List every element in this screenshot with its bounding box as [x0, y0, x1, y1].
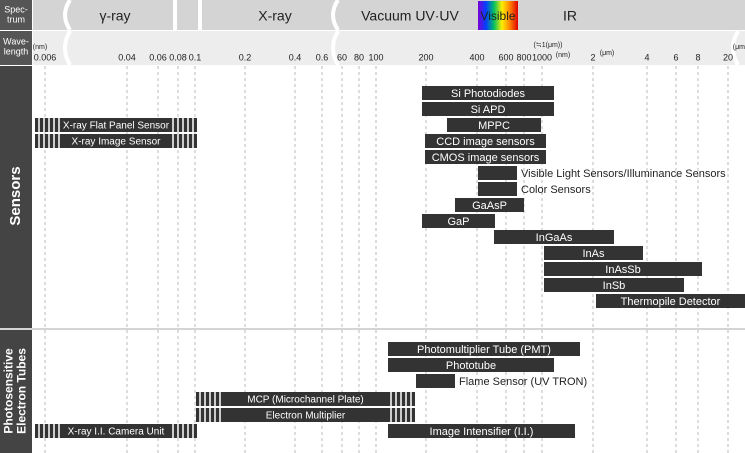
bar-label: Color Sensors	[521, 184, 591, 196]
range-bar	[494, 230, 614, 244]
range-bar	[478, 182, 517, 196]
tick-label: 100	[368, 52, 383, 62]
spectrum-name: Visible	[480, 9, 515, 23]
tick-label: 1000	[532, 52, 552, 62]
tick-label: 20	[723, 52, 733, 62]
range-bar	[544, 246, 643, 260]
spectrum-name: γ-ray	[99, 8, 130, 24]
tick-label: (nm)	[556, 52, 570, 59]
tick-label: (μm)	[733, 44, 745, 51]
bar-label: Electron Multiplier	[266, 411, 346, 422]
row-label: length	[4, 46, 29, 56]
spectrum-name: X-ray	[258, 8, 291, 24]
tick-label: 0.2	[239, 52, 252, 62]
bar-label: GaAsP	[472, 200, 507, 212]
bar-label: InAsSb	[605, 264, 640, 276]
bar-label: Image Intensifier (I.I.)	[430, 426, 534, 438]
range-bar	[388, 342, 580, 356]
range-bar	[596, 294, 745, 308]
tick-label: 4	[644, 52, 649, 62]
range-bar	[422, 102, 554, 116]
bar-label: Flame Sensor (UV TRON)	[459, 376, 587, 388]
row-label: trum	[7, 14, 25, 24]
range-bar	[544, 262, 702, 276]
section-label: Sensors	[7, 166, 24, 225]
tick-label: 0.6	[316, 52, 329, 62]
tick-label: 2	[590, 52, 595, 62]
bar-label: X-ray I.I. Camera Unit	[68, 427, 165, 438]
section-label: Electron Tubes	[15, 348, 29, 434]
tick-label: 800	[516, 52, 531, 62]
range-bar	[35, 424, 197, 438]
range-bar	[478, 166, 517, 180]
section-label-bg	[0, 330, 32, 453]
bar-label: Thermopile Detector	[621, 296, 721, 308]
tick-label: (μm)	[600, 50, 615, 57]
tick-label: 60	[337, 52, 347, 62]
range-bar	[416, 374, 455, 388]
range-bar	[422, 214, 495, 228]
tick-label: 80	[354, 52, 364, 62]
bar-label: MPPC	[478, 120, 510, 132]
range-bar	[447, 118, 541, 132]
bar-label: GaP	[447, 216, 469, 228]
visible-gradient	[478, 1, 518, 30]
content: Spec-trum Wave-length γ-ray X-ray Vacuum UV·…	[2, 4, 745, 453]
tick-label: 400	[469, 52, 484, 62]
row-label-bg	[0, 0, 32, 30]
range-bar	[422, 86, 554, 100]
tick-label: 200	[418, 52, 433, 62]
tick-label: 0.08	[169, 52, 187, 62]
bar-label: Photomultiplier Tube (PMT)	[417, 344, 551, 356]
bar-label: Phototube	[446, 360, 496, 372]
bar-label: InGaAs	[536, 232, 573, 244]
tick-label: 0.1	[189, 52, 202, 62]
tick-label: 0.06	[149, 52, 167, 62]
range-bar	[388, 424, 575, 438]
tick-label: 8	[695, 52, 700, 62]
range-bar	[425, 150, 546, 164]
spectrum-band	[33, 0, 745, 30]
section-label: Photosensitive	[2, 348, 16, 434]
spectrum-name: Vacuum UV·UV	[361, 8, 459, 24]
tick-label: 0.04	[118, 52, 136, 62]
spectrum-name: IR	[563, 8, 577, 24]
row-label-bg	[0, 31, 32, 65]
bar-label: MCP (Microchannel Plate)	[247, 395, 364, 406]
bar-label: InAs	[582, 248, 605, 260]
range-bar	[35, 118, 197, 132]
bar-label: Visible Light Sensors/Illuminance Sensor…	[521, 168, 726, 180]
range-bar	[425, 134, 546, 148]
section-label-bg	[0, 66, 32, 328]
range-bar	[455, 198, 524, 212]
range-bar	[196, 392, 415, 406]
bar-label: CMOS image sensors	[432, 152, 540, 164]
tick-label: (nm)	[33, 44, 47, 51]
tick-label: 600	[498, 52, 513, 62]
row-label: Wave-	[3, 36, 29, 46]
bar-label: X-ray Flat Panel Sensor	[63, 121, 170, 132]
range-bar	[35, 134, 197, 148]
tick-label: 0.4	[289, 52, 302, 62]
tick-label: (≒1(μm))	[534, 42, 563, 49]
bar-label: X-ray Image Sensor	[72, 137, 162, 148]
bar-label: InSb	[603, 280, 626, 292]
tick-label: 0.006	[34, 52, 57, 62]
row-label: Spec-	[4, 4, 28, 14]
bar-label: Si APD	[471, 104, 506, 116]
tick-label: 6	[673, 52, 678, 62]
wavelength-band	[33, 31, 745, 65]
range-bar	[388, 358, 554, 372]
axis-break	[63, 0, 740, 67]
range-bar	[544, 278, 684, 292]
bar-label: Si Photodiodes	[451, 88, 525, 100]
range-bar	[196, 408, 415, 422]
bar-label: CCD image sensors	[436, 136, 535, 148]
